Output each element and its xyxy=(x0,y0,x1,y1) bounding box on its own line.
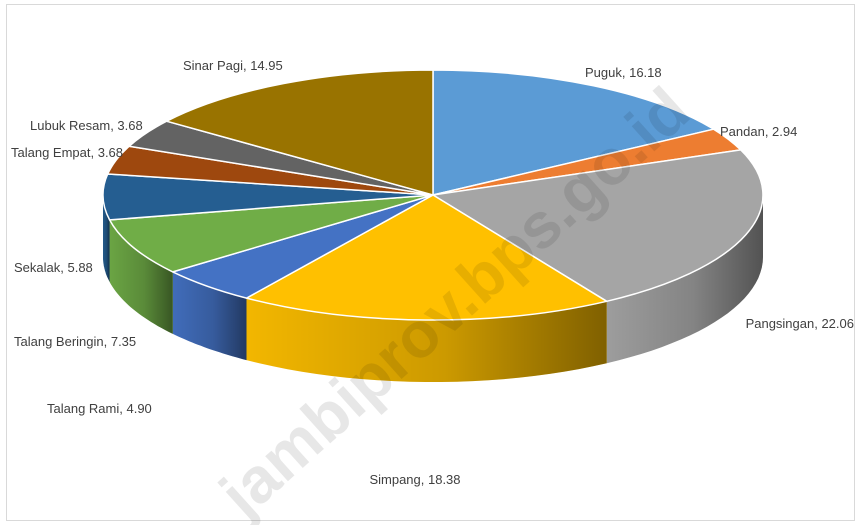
data-label-pangsingan: Pangsingan, 22.06 xyxy=(746,316,854,331)
slice-side-talang-beringin xyxy=(109,219,173,334)
slice-simpang xyxy=(245,194,608,321)
data-label-sekalak: Sekalak, 5.88 xyxy=(14,260,93,275)
data-label-puguk: Puguk, 16.18 xyxy=(585,65,662,80)
data-label-simpang: Simpang, 18.38 xyxy=(369,472,460,487)
data-label-talang-empat: Talang Empat, 3.68 xyxy=(11,145,123,160)
data-label-pandan: Pandan, 2.94 xyxy=(720,124,797,139)
slice-sekalak xyxy=(102,173,434,221)
data-label-talang-beringin: Talang Beringin, 7.35 xyxy=(14,334,136,349)
slice-sinar-pagi xyxy=(165,69,434,196)
slice-pangsingan xyxy=(432,149,764,303)
slice-side-simpang xyxy=(246,298,607,382)
data-label-talang-rami: Talang Rami, 4.90 xyxy=(47,401,152,416)
data-label-lubuk-resam: Lubuk Resam, 3.68 xyxy=(30,118,143,133)
data-label-sinar-pagi: Sinar Pagi, 14.95 xyxy=(183,58,283,73)
slice-side-pangsingan xyxy=(606,195,763,364)
slice-puguk xyxy=(432,69,715,196)
slice-side-talang-rami xyxy=(172,271,247,361)
